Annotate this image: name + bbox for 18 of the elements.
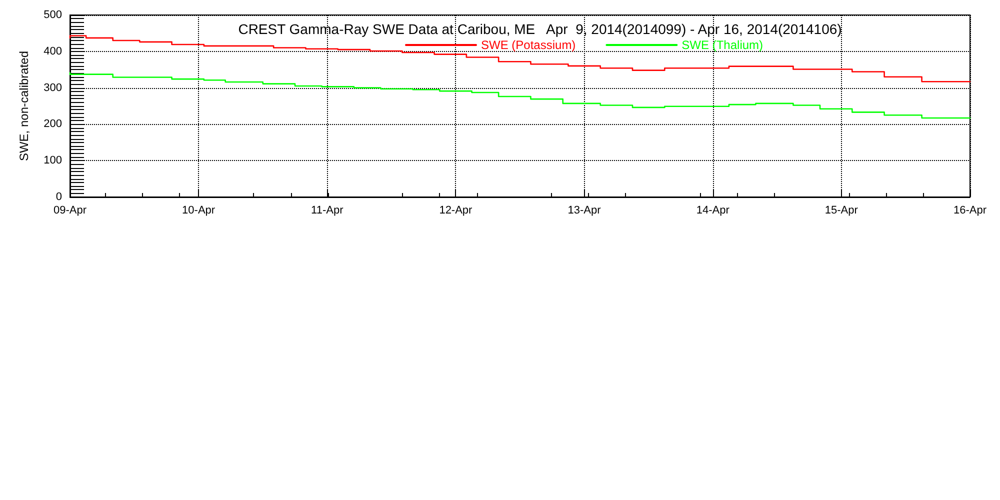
x-tick-label: 14-Apr <box>696 204 730 216</box>
x-tick-label: 10-Apr <box>182 204 216 216</box>
chart-title: CREST Gamma-Ray SWE Data at Caribou, ME Apr 9, 2014(2014099) - Apr 16, 2014(2014106) <box>238 21 842 37</box>
text: SWE (Thalium) <box>682 38 764 52</box>
series-label: SWE (Potassium) <box>481 38 576 52</box>
x-tick-label: 11-Apr <box>311 204 344 216</box>
x-tick-label: 12-Apr <box>439 204 473 216</box>
y-axis-title: SWE, non-calibrated <box>17 50 31 162</box>
x-tick-label: 16-Apr <box>953 204 987 216</box>
x-tick-label: 15-Apr <box>824 204 858 216</box>
y-tick-label: 300 <box>44 82 62 94</box>
y-tick-label: 200 <box>44 118 62 130</box>
y-tick-label: 100 <box>44 154 62 167</box>
x-tick-label: 13-Apr <box>568 204 602 216</box>
y-tick-label: 500 <box>44 9 62 21</box>
x-tick-label: 09-Apr <box>53 204 87 216</box>
y-tick-label: 0 <box>56 191 62 203</box>
y-tick-label: 400 <box>44 45 62 58</box>
